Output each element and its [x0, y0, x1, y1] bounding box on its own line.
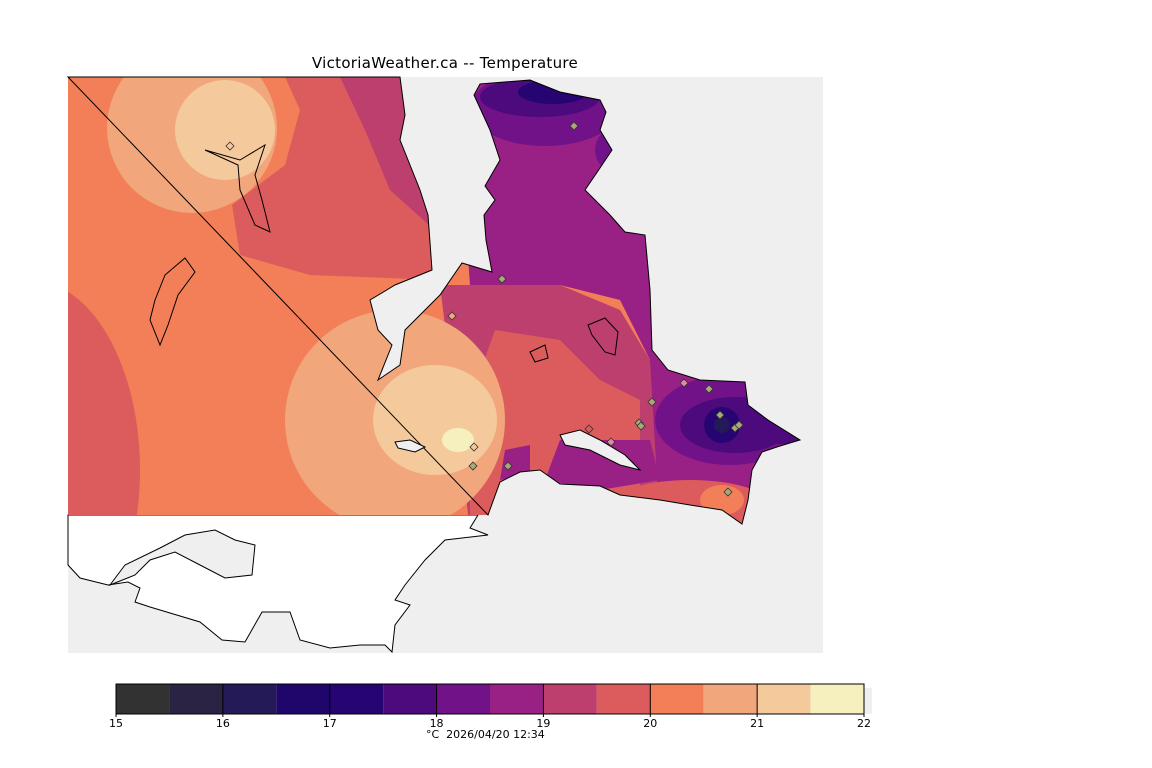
colorbar-tick-label: 21: [750, 717, 765, 730]
island-outline: [204, 143, 271, 233]
colorbar-tick-label: 20: [643, 717, 658, 730]
colorbar-bin: [757, 684, 811, 714]
colorbar-tick-label: 18: [429, 717, 444, 730]
colorbar-tick-label: 15: [109, 717, 123, 730]
colorbar-bin: [543, 684, 597, 714]
station-marker: [584, 424, 594, 434]
station-marker: [225, 141, 235, 151]
station-marker: [647, 397, 657, 407]
colorbar-bin: [383, 684, 437, 714]
colorbar-bin: [703, 684, 758, 714]
colorbar-bin: [116, 684, 170, 714]
lake-outline: [529, 344, 549, 363]
map-title: VictoriaWeather.ca -- Temperature: [311, 54, 579, 72]
station-marker: [734, 420, 744, 430]
station-marker: [679, 378, 689, 388]
station-marker: [636, 421, 646, 431]
lake-outline: [587, 317, 619, 356]
weather-stations: [225, 121, 744, 497]
station-marker: [469, 442, 479, 452]
station-marker: [704, 384, 714, 394]
station-marker: [606, 437, 616, 447]
colorbar-bin: [650, 684, 704, 714]
colorbar: [115, 683, 865, 717]
station-marker: [468, 461, 478, 471]
station-marker: [447, 311, 457, 321]
colorbar-tick-label: 17: [322, 717, 337, 730]
colorbar-bin: [490, 684, 544, 714]
colorbar-bin: [596, 684, 651, 714]
colorbar-bin: [436, 684, 490, 714]
station-marker: [715, 410, 725, 420]
basin-water: [108, 529, 256, 587]
colorbar-bin: [222, 684, 277, 714]
units-timestamp-caption: °C 2026/04/20 12:34: [426, 728, 545, 741]
colorbar-bin: [169, 684, 223, 714]
harbour-water: [559, 429, 642, 471]
colorbar-tick-label: 22: [857, 717, 871, 730]
colorbar-tick-label: 19: [536, 717, 551, 730]
station-marker: [497, 274, 507, 284]
colorbar-bin: [276, 684, 330, 714]
colorbar-frame: [115, 683, 865, 715]
station-marker: [569, 121, 579, 131]
colorbar-bin: [810, 684, 864, 714]
colorbar-bin: [329, 684, 384, 714]
station-marker: [503, 461, 513, 471]
island-outline: [149, 257, 196, 347]
lake-outline: [394, 439, 427, 453]
coastline: [66, 76, 802, 525]
colorbar-tick-label: 16: [215, 717, 230, 730]
station-marker: [723, 487, 733, 497]
